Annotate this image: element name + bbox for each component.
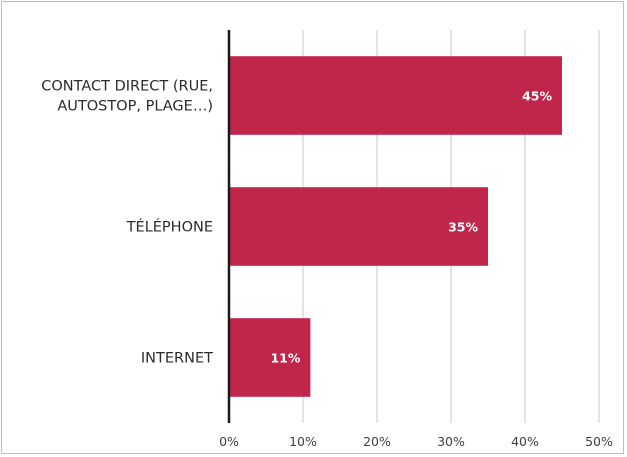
data-label: 45% bbox=[522, 89, 552, 104]
x-tick-label: 10% bbox=[289, 434, 317, 449]
x-tick-label: 40% bbox=[511, 434, 539, 449]
bar-1 bbox=[229, 56, 562, 135]
data-label: 35% bbox=[448, 220, 478, 235]
x-tick-label: 0% bbox=[219, 434, 239, 449]
category-label-line: INTERNET bbox=[141, 351, 213, 367]
category-label: TÉLÉPHONE bbox=[126, 219, 213, 236]
category-label-line: AUTOSTOP, PLAGE…) bbox=[57, 99, 213, 115]
x-tick-label: 30% bbox=[437, 434, 465, 449]
data-label: 11% bbox=[270, 351, 300, 366]
category-label: INTERNET bbox=[141, 351, 213, 367]
category-label: CONTACT DIRECT (RUE, AUTOSTOP, PLAGE…) bbox=[41, 79, 213, 115]
category-label-line: TÉLÉPHONE bbox=[126, 219, 213, 236]
category-label-line: CONTACT DIRECT (RUE, bbox=[41, 79, 213, 95]
x-tick-label: 20% bbox=[363, 434, 391, 449]
x-tick-label: 50% bbox=[585, 434, 613, 449]
bars bbox=[229, 56, 562, 397]
